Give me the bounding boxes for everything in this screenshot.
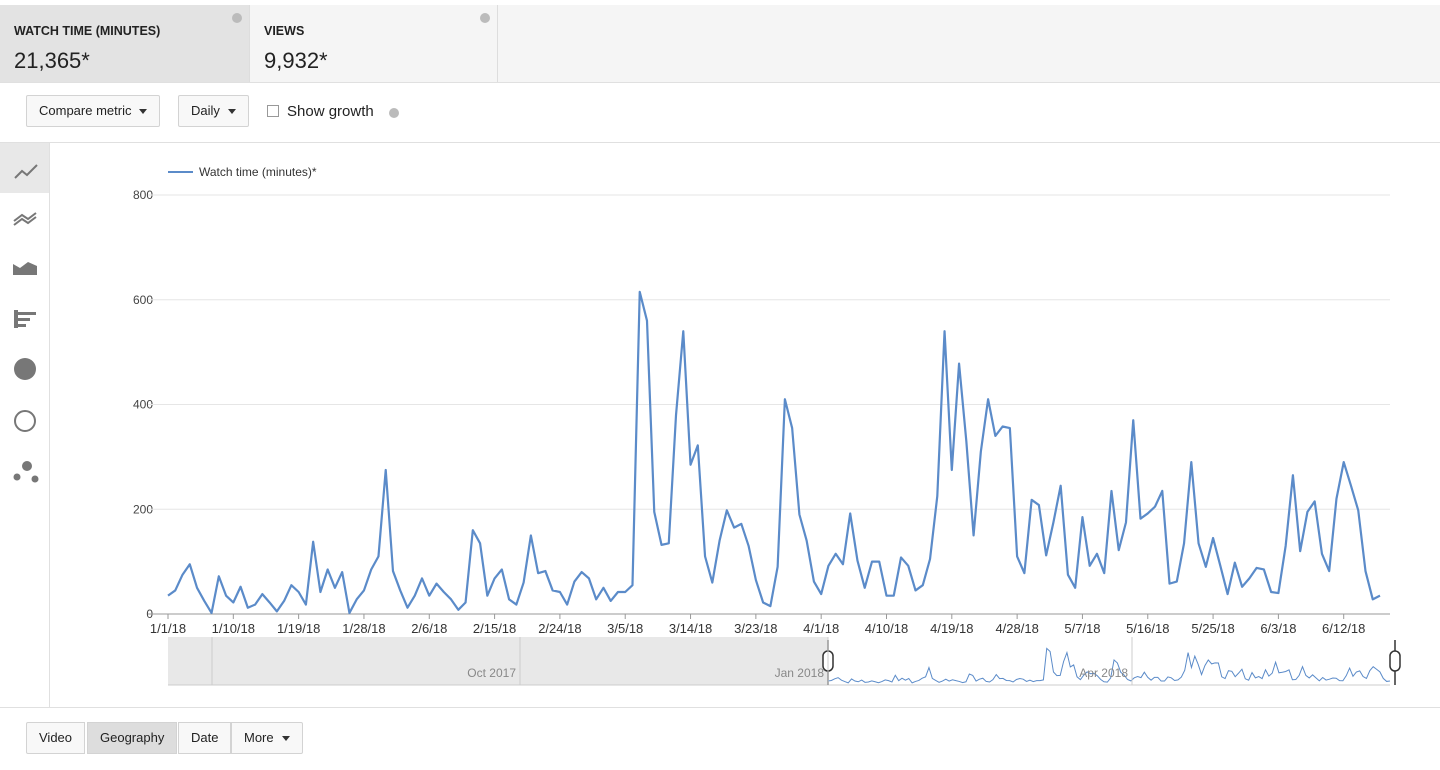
metric-label: VIEWS (264, 24, 305, 38)
x-tick-label: 3/23/18 (734, 621, 777, 636)
bar-icon[interactable] (14, 310, 36, 328)
help-icon[interactable] (232, 13, 242, 23)
period-button[interactable]: Daily (178, 95, 249, 127)
x-tick-label: 5/25/18 (1191, 621, 1234, 636)
compare-button[interactable]: Compare metric (26, 95, 161, 127)
navigator-shade (168, 637, 828, 685)
x-tick-label: 1/10/18 (212, 621, 255, 636)
help-icon[interactable] (480, 13, 490, 23)
navigator-label: Jan 2018 (775, 666, 825, 680)
sidebar-icons (13, 164, 39, 483)
navigator-label: Oct 2017 (467, 666, 516, 680)
bubble-icon-part (31, 475, 39, 483)
x-tick-label: 3/5/18 (607, 621, 643, 636)
tab[interactable]: Video (26, 722, 86, 754)
pie-icon[interactable] (14, 358, 36, 380)
y-tick-label: 200 (133, 502, 153, 516)
navigator-line (827, 647, 1391, 684)
y-tick-label: 600 (133, 293, 153, 307)
x-tick-label: 1/19/18 (277, 621, 320, 636)
navigator-handle[interactable] (1389, 650, 1401, 672)
data-line (167, 290, 1381, 615)
tab[interactable]: Geography (87, 722, 178, 754)
checkbox-label: Show growth (287, 103, 374, 120)
compare-icon[interactable] (13, 212, 37, 222)
x-tick-label: 2/6/18 (411, 621, 447, 636)
x-tick-label: 6/3/18 (1260, 621, 1296, 636)
x-tick-label: 4/10/18 (865, 621, 908, 636)
sidebar (0, 142, 50, 708)
compare-icon-part (13, 216, 37, 226)
x-tick-label: 6/12/18 (1322, 621, 1365, 636)
metric-card[interactable]: VIEWS 9,932* (250, 5, 498, 82)
metric-value: 21,365* (14, 48, 90, 73)
bubble-icon[interactable] (22, 461, 32, 471)
metric-value: 9,932* (264, 48, 328, 73)
x-tick-label: 4/1/18 (803, 621, 839, 636)
help-icon[interactable] (389, 108, 399, 118)
tab[interactable]: Date (178, 722, 232, 754)
y-tick-label: 800 (133, 188, 153, 202)
x-tick-label: 1/28/18 (342, 621, 385, 636)
legend-label: Watch time (minutes)* (199, 165, 317, 179)
checkbox[interactable] (267, 105, 279, 117)
button-label: Daily (191, 103, 220, 118)
button-label: Compare metric (39, 103, 132, 118)
metric-card[interactable]: WATCH TIME (MINUTES) 21,365* (0, 5, 250, 82)
navigator-label: Apr 2018 (1079, 666, 1128, 680)
globe-icon[interactable] (14, 410, 36, 432)
area-icon[interactable] (13, 262, 37, 275)
x-tick-label: 5/16/18 (1126, 621, 1169, 636)
x-tick-label: 4/28/18 (995, 621, 1038, 636)
tab-label: More (244, 730, 274, 745)
x-tick-label: 4/19/18 (930, 621, 973, 636)
x-tick-label: 1/1/18 (150, 621, 186, 636)
y-tick-label: 400 (133, 398, 153, 412)
x-tick-label: 3/14/18 (669, 621, 712, 636)
x-tick-label: 5/7/18 (1064, 621, 1100, 636)
chart-panel (0, 142, 1440, 708)
metric-label: WATCH TIME (MINUTES) (14, 24, 161, 38)
tab[interactable]: More (231, 722, 303, 754)
sidebar-selected[interactable] (0, 143, 49, 193)
x-tick-label: 2/15/18 (473, 621, 516, 636)
bubble-icon-part (13, 473, 21, 481)
x-tick-label: 2/24/18 (538, 621, 581, 636)
line-icon[interactable] (14, 164, 38, 179)
